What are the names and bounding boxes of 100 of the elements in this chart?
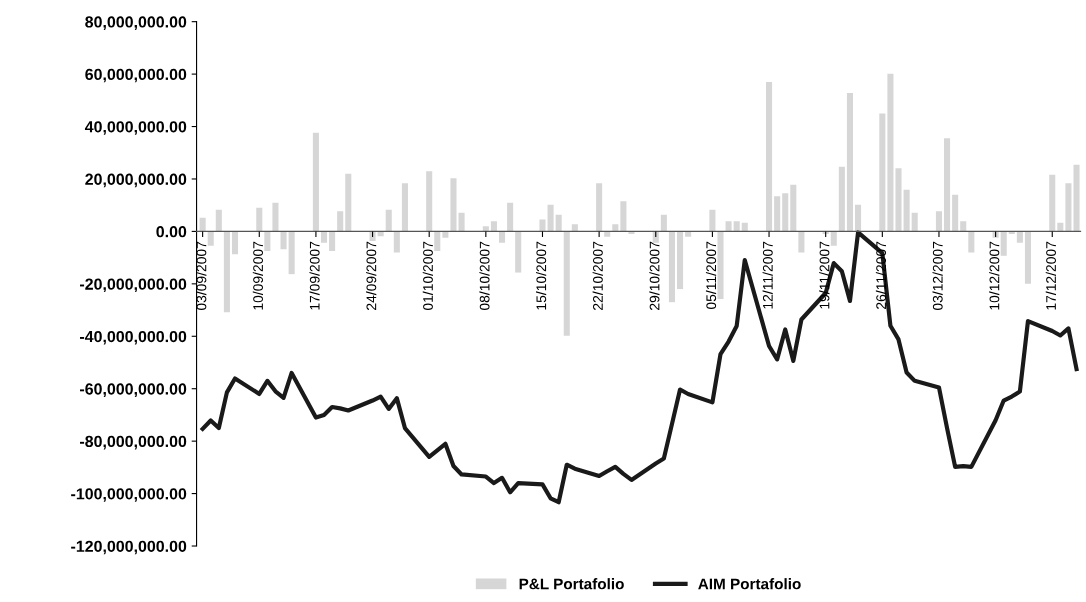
x-tick-label: 24/09/2007 — [366, 241, 377, 310]
bar — [337, 211, 344, 232]
legend-label: AIM Portafolio — [698, 578, 801, 590]
bar — [620, 201, 627, 232]
bar — [231, 231, 239, 255]
bar — [1024, 231, 1032, 284]
x-tick-label: 10/12/2007 — [989, 241, 1000, 310]
x-tick-label: 10/09/2007 — [252, 241, 263, 310]
x-tick-label: 12/11/2007 — [762, 241, 773, 309]
bar — [207, 231, 214, 246]
bar — [393, 231, 400, 253]
bar — [612, 224, 619, 232]
bar — [280, 231, 287, 250]
x-tick-label: 29/10/2007 — [649, 241, 660, 310]
bar — [515, 231, 522, 273]
bar — [571, 224, 578, 232]
bar — [223, 231, 230, 313]
x-tick-label: 03/12/2007 — [932, 241, 943, 311]
bar — [944, 138, 951, 232]
bar — [790, 184, 797, 232]
bar — [345, 173, 352, 232]
bar — [434, 231, 441, 252]
bar — [887, 73, 894, 232]
bar — [539, 219, 546, 232]
x-tick-label: 17/12/2007 — [1045, 241, 1056, 310]
bar — [401, 183, 408, 232]
bar — [895, 168, 902, 232]
bar — [1016, 231, 1023, 243]
bar — [741, 222, 748, 232]
bar — [782, 193, 789, 232]
x-tick-label: 01/10/2007 — [422, 241, 433, 311]
bar — [911, 212, 918, 232]
y-tick-label: 20,000,000.00 — [85, 173, 187, 188]
bar — [952, 194, 959, 232]
bar — [385, 209, 392, 232]
bar — [733, 221, 740, 232]
bar — [1073, 164, 1080, 232]
y-tick-label: 40,000,000.00 — [84, 121, 187, 135]
bar — [199, 217, 206, 232]
x-tick-label: 08/10/2007 — [479, 241, 490, 311]
bar — [1057, 222, 1064, 232]
bar — [490, 221, 497, 232]
bar — [652, 231, 659, 243]
bar — [604, 231, 611, 237]
bar — [685, 231, 692, 237]
bar — [846, 92, 853, 232]
bar — [442, 231, 449, 238]
y-tick-label: -60,000,000.00 — [80, 383, 187, 397]
y-tick-label: -20,000,000.00 — [80, 278, 187, 293]
bar — [596, 183, 603, 232]
bar — [272, 202, 279, 232]
bar — [563, 231, 570, 336]
bar — [1049, 174, 1056, 232]
x-tick-label: 17/09/2007 — [309, 241, 320, 310]
bar — [668, 231, 675, 303]
bar — [830, 231, 837, 246]
bar — [450, 178, 457, 232]
bar — [215, 209, 222, 232]
bar — [498, 231, 506, 243]
bar — [960, 221, 967, 232]
bar — [855, 204, 862, 232]
bar — [774, 196, 781, 232]
bar — [766, 81, 773, 232]
bar — [312, 132, 319, 232]
bar — [838, 166, 845, 232]
bar — [482, 226, 489, 232]
bar — [1065, 183, 1072, 232]
bar — [935, 211, 942, 232]
legend-label: P&L Portafolio — [519, 578, 624, 590]
bar — [320, 231, 328, 243]
bar — [329, 231, 336, 252]
y-tick-label: -120,000,000.00 — [71, 540, 187, 555]
bar — [798, 231, 805, 253]
bar — [264, 231, 271, 252]
bar — [1000, 231, 1007, 256]
bar — [717, 231, 724, 300]
y-tick-label: -80,000,000.00 — [80, 435, 187, 450]
bar — [547, 204, 554, 232]
x-tick-label: 05/11/2007 — [705, 241, 717, 310]
y-tick-label: 80,000,000.00 — [85, 16, 187, 30]
bar — [903, 189, 910, 232]
bar — [660, 214, 667, 232]
y-tick-label: -100,000,000.00 — [71, 488, 187, 502]
bar — [256, 207, 263, 232]
x-tick-label: 03/09/2007 — [196, 241, 207, 311]
bar — [555, 214, 562, 232]
y-tick-label: -40,000,000.00 — [80, 330, 187, 345]
x-tick-label: 15/10/2007 — [536, 241, 547, 310]
bar — [458, 212, 465, 232]
bar — [725, 221, 732, 232]
bar — [677, 231, 684, 290]
y-tick-label: 60,000,000.00 — [85, 68, 187, 83]
bar — [879, 113, 886, 232]
bar — [507, 202, 514, 232]
y-tick-label: 0.00 — [156, 226, 187, 238]
bar — [288, 231, 295, 275]
bar — [709, 209, 716, 232]
bar — [968, 231, 975, 253]
bar — [426, 171, 433, 232]
x-tick-label: 22/10/2007 — [592, 241, 603, 310]
